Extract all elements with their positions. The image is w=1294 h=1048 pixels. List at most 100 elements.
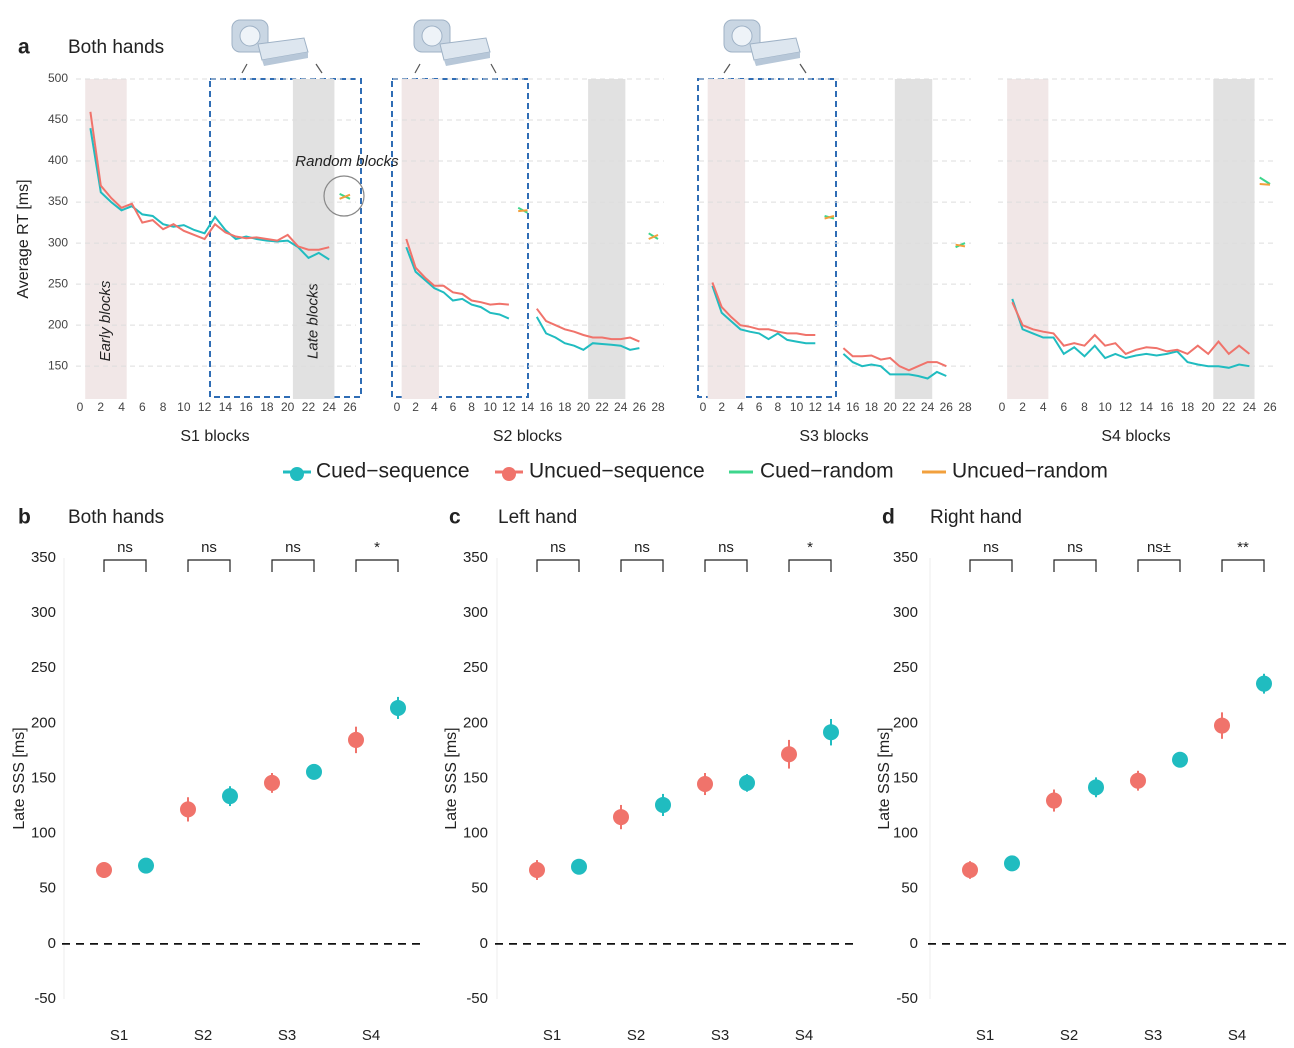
x-tick-label: 14 <box>521 400 535 414</box>
x-tick-label: 6 <box>756 400 763 414</box>
x-tick-label: 22 <box>595 400 609 414</box>
significance-label: ns <box>117 539 133 556</box>
x-tick-label: S1 <box>543 1027 561 1044</box>
mean-dot <box>739 775 755 791</box>
mean-dot <box>613 809 629 825</box>
x-tick-label: S3 <box>1144 1027 1162 1044</box>
mean-dot <box>1088 779 1104 795</box>
y-tick-label: -50 <box>896 990 918 1007</box>
x-tick-label: 0 <box>77 400 84 414</box>
series-line <box>1260 178 1270 185</box>
significance-bracket <box>1054 560 1096 572</box>
significance-label: ns± <box>1147 539 1171 556</box>
legend-marker <box>290 467 304 481</box>
y-tick-label: 0 <box>910 935 918 952</box>
series-line <box>1260 184 1270 185</box>
y-tick-label: 50 <box>901 880 918 897</box>
x-tick-label: 12 <box>198 400 212 414</box>
legend-label: Cued−random <box>760 460 894 483</box>
y-tick-label: -50 <box>466 990 488 1007</box>
significance-label: ns <box>634 539 650 556</box>
series-line <box>825 216 965 246</box>
y-tick-label: 150 <box>463 769 488 786</box>
y-tick-label: 350 <box>893 549 918 566</box>
x-tick-label: 10 <box>1098 400 1112 414</box>
y-tick-label: 150 <box>48 358 68 372</box>
significance-bracket <box>1222 560 1264 572</box>
highlight-region <box>588 79 625 399</box>
significance-bracket <box>970 560 1012 572</box>
x-tick-label: 26 <box>343 400 357 414</box>
x-tick-label: 16 <box>1160 400 1174 414</box>
significance-label: ns <box>285 539 301 556</box>
panel-letter: d <box>882 506 895 529</box>
x-tick-label: 14 <box>219 400 233 414</box>
y-tick-label: 250 <box>31 659 56 676</box>
y-tick-label: 0 <box>480 935 488 952</box>
y-tick-label: 100 <box>31 825 56 842</box>
x-tick-label: 2 <box>1019 400 1026 414</box>
y-tick-label: 100 <box>893 825 918 842</box>
y-tick-label: 300 <box>893 604 918 621</box>
y-tick-label: 500 <box>48 71 68 85</box>
y-tick-label: 200 <box>48 317 68 331</box>
y-tick-label: 450 <box>48 112 68 126</box>
mean-dot <box>390 700 406 716</box>
y-tick-label: 200 <box>893 714 918 731</box>
mean-dot <box>1214 718 1230 734</box>
highlight-label: Early blocks <box>97 280 114 361</box>
highlight-region <box>708 79 745 399</box>
x-tick-label: 22 <box>302 400 316 414</box>
x-axis-label: S3 blocks <box>799 428 868 445</box>
significance-bracket <box>356 560 398 572</box>
x-tick-label: 8 <box>1081 400 1088 414</box>
x-tick-label: S2 <box>1060 1027 1078 1044</box>
y-tick-label: 300 <box>48 235 68 249</box>
mean-dot <box>1172 752 1188 768</box>
x-tick-label: S1 <box>976 1027 994 1044</box>
significance-bracket <box>789 560 831 572</box>
x-tick-label: 24 <box>323 400 337 414</box>
x-tick-label: S2 <box>194 1027 212 1044</box>
x-tick-label: 6 <box>450 400 457 414</box>
y-tick-label: 250 <box>463 659 488 676</box>
mean-dot <box>781 746 797 762</box>
significance-label: ns <box>718 539 734 556</box>
panel-title: Right hand <box>930 507 1022 528</box>
x-tick-label: 8 <box>160 400 167 414</box>
significance-label: * <box>807 539 813 556</box>
x-tick-label: S1 <box>110 1027 128 1044</box>
y-tick-label: 0 <box>48 935 56 952</box>
x-tick-label: 26 <box>1263 400 1277 414</box>
mean-dot <box>962 862 978 878</box>
legend-label: Cued−sequence <box>316 460 470 483</box>
highlight-label: Late blocks <box>305 283 322 359</box>
x-tick-label: 26 <box>633 400 647 414</box>
panel-title: Both hands <box>68 507 164 528</box>
mean-dot <box>96 862 112 878</box>
x-tick-label: 0 <box>700 400 707 414</box>
mean-dot <box>306 764 322 780</box>
significance-label: ns <box>1067 539 1083 556</box>
y-axis-label: Late SSS [ms] <box>11 727 28 829</box>
x-tick-label: 10 <box>177 400 191 414</box>
x-tick-label: 28 <box>958 400 972 414</box>
mean-dot <box>180 801 196 817</box>
x-tick-label: 4 <box>431 400 438 414</box>
x-tick-label: 6 <box>139 400 146 414</box>
x-tick-label: 8 <box>468 400 475 414</box>
x-tick-label: 22 <box>902 400 916 414</box>
x-tick-label: 12 <box>502 400 516 414</box>
x-axis-label: S4 blocks <box>1101 428 1170 445</box>
y-tick-label: 150 <box>31 769 56 786</box>
mean-dot <box>697 776 713 792</box>
x-tick-label: S4 <box>362 1027 380 1044</box>
mean-dot <box>823 724 839 740</box>
significance-bracket <box>1138 560 1180 572</box>
x-tick-label: S4 <box>1228 1027 1246 1044</box>
y-tick-label: 300 <box>463 604 488 621</box>
legend-label: Uncued−sequence <box>529 460 705 483</box>
significance-bracket <box>188 560 230 572</box>
panel-title: Both hands <box>68 37 164 58</box>
significance-bracket <box>104 560 146 572</box>
